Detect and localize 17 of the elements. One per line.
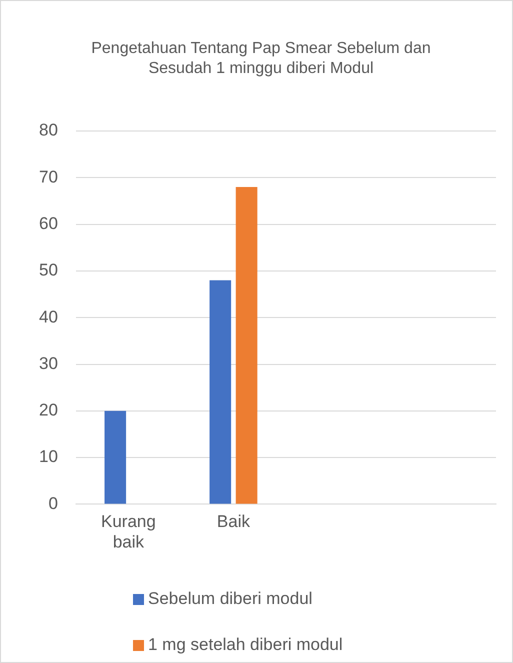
y-tick-label: 50 <box>38 260 58 280</box>
bar <box>104 410 126 504</box>
chart-title: Pengetahuan Tentang Pap Smear Sebelum dan Sesudah 1 minggu diberi Modul <box>90 39 432 79</box>
y-tick-label: 80 <box>38 120 58 140</box>
bar <box>236 186 258 504</box>
legend-label: Sebelum diberi modul <box>148 589 312 609</box>
bar <box>210 280 232 504</box>
y-tick-label: 0 <box>48 494 58 513</box>
y-tick-label: 30 <box>38 354 58 373</box>
x-tick-label: Baik <box>216 512 250 532</box>
y-tick-label: 40 <box>38 307 58 326</box>
y-tick-label: 70 <box>38 167 58 186</box>
y-tick-label: 10 <box>38 447 58 466</box>
x-tick-label: Kurang baik <box>101 512 156 552</box>
legend-label: 1 mg setelah diberi modul <box>148 635 343 655</box>
y-tick-label: 20 <box>38 400 58 420</box>
y-tick-label: 60 <box>38 214 58 233</box>
